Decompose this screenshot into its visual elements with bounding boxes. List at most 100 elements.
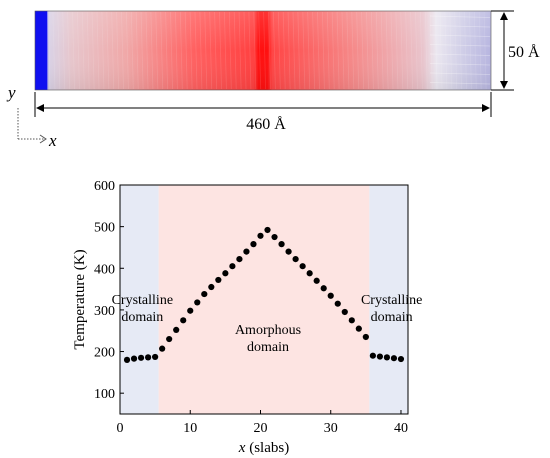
- atom-stripe: [444, 11, 448, 90]
- atom-stripe: [287, 11, 291, 90]
- atom-stripe: [385, 11, 389, 90]
- atom-stripe: [312, 11, 315, 90]
- length-dimension: 460 Å: [34, 92, 492, 133]
- x-axis-symbol: x: [48, 131, 57, 150]
- atom-stripe: [145, 11, 149, 90]
- data-point: [369, 352, 376, 359]
- data-point: [299, 263, 306, 270]
- atom-stripe: [356, 11, 360, 90]
- atom-stripe: [326, 11, 330, 90]
- data-point: [166, 335, 173, 343]
- atom-stripe: [336, 11, 340, 90]
- y-axis-label: Temperature (K): [72, 249, 88, 349]
- atom-stripe: [400, 11, 404, 90]
- atom-stripe: [238, 11, 242, 90]
- data-point: [194, 299, 201, 306]
- atom-texture: [47, 11, 491, 90]
- simulation-box: [34, 10, 492, 91]
- x-tick-label: 0: [117, 421, 124, 436]
- data-point: [208, 283, 215, 291]
- atom-stripe: [209, 11, 213, 90]
- data-point: [180, 317, 187, 324]
- data-point: [271, 233, 278, 241]
- x-tick-label: 30: [324, 421, 338, 436]
- atom-stripe: [248, 11, 252, 90]
- atom-stripe: [302, 11, 306, 90]
- domain-regions: [120, 185, 408, 414]
- atom-stripe: [160, 11, 164, 90]
- atom-stripe: [96, 11, 100, 90]
- atom-stripe: [459, 11, 462, 90]
- crystal-lattice-row: [429, 25, 491, 28]
- atom-stripe: [130, 11, 134, 90]
- atom-box-shade: [35, 11, 491, 90]
- atom-stripe: [390, 11, 394, 90]
- atom-stripe: [233, 11, 237, 90]
- data-point: [376, 353, 384, 360]
- atom-stripe: [175, 11, 178, 90]
- atom-stripe: [253, 11, 257, 90]
- data-point: [362, 333, 369, 341]
- atom-stripe: [282, 11, 286, 90]
- data-point: [173, 326, 180, 333]
- atom-stripe: [189, 11, 193, 90]
- y-tick-label: 600: [94, 179, 115, 194]
- data-point: [306, 270, 313, 277]
- axis-ticks: 100 200 300 400 500 600 0 10 20 30 40: [94, 179, 408, 436]
- atom-stripe: [121, 11, 124, 90]
- atom-stripe: [126, 11, 129, 90]
- data-point: [215, 276, 222, 284]
- atom-stripe: [77, 11, 80, 90]
- crystal-end-left: [35, 11, 47, 90]
- height-label: 50 Å: [508, 43, 540, 61]
- atom-stripe: [214, 11, 217, 90]
- atom-stripe: [415, 11, 418, 90]
- crystal-lattice-row: [429, 63, 491, 66]
- atom-stripe: [52, 11, 56, 90]
- y-tick-label: 100: [94, 387, 115, 402]
- atom-stripe: [111, 11, 115, 90]
- data-point: [285, 248, 292, 255]
- x-axis-label-unit: (slabs): [245, 440, 289, 456]
- data-point: [159, 345, 166, 352]
- atom-stripe: [366, 11, 369, 90]
- y-tick-label: 300: [94, 304, 115, 319]
- data-point: [201, 290, 208, 298]
- domain-label: Amorphous: [235, 323, 301, 338]
- atom-stripe: [307, 11, 311, 90]
- atom-stripe: [361, 11, 364, 90]
- data-point: [327, 292, 334, 299]
- atom-stripe: [179, 11, 183, 90]
- y-tick-label: 500: [94, 221, 115, 236]
- domain-label: domain: [371, 310, 413, 325]
- data-point: [222, 270, 229, 277]
- length-label: 460 Å: [246, 115, 286, 133]
- atom-stripe: [371, 11, 374, 90]
- atom-stripe: [341, 11, 345, 90]
- atom-stripe: [47, 11, 51, 90]
- atom-stripe: [483, 11, 487, 90]
- atom-stripe: [67, 11, 70, 90]
- atom-stripe: [199, 11, 203, 90]
- atom-stripe: [439, 11, 443, 90]
- atom-stripe: [194, 11, 198, 90]
- atom-stripe: [106, 11, 110, 90]
- atom-stripe: [317, 11, 320, 90]
- data-point: [334, 300, 341, 307]
- data-point: [264, 226, 271, 234]
- temperature-chart: 100 200 300 400 500 600 0 10 20 30 40 Crystalline d…: [72, 179, 422, 456]
- data-point: [397, 355, 405, 363]
- atom-stripe: [464, 11, 467, 90]
- atom-stripe: [410, 11, 413, 90]
- data-point: [278, 241, 285, 248]
- crystal-lattice-row: [429, 82, 491, 85]
- atom-stripe: [424, 11, 428, 90]
- crystal-lattice-row: [429, 34, 491, 37]
- domain-label: Crystalline: [112, 293, 173, 308]
- data-point: [250, 241, 257, 248]
- domain-labels: Crystalline domain Amorphous domain Crystall…: [112, 293, 423, 355]
- y-axis-symbol: y: [6, 83, 16, 102]
- atom-stripe: [184, 11, 188, 90]
- atom-stripe: [434, 11, 438, 90]
